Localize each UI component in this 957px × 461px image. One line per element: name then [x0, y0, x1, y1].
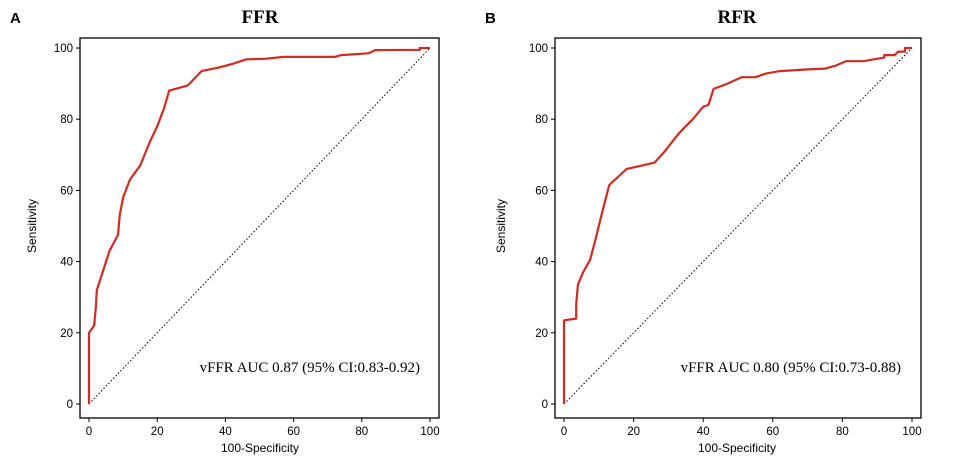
x-tick-label: 60	[287, 426, 300, 438]
x-tick-label: 40	[219, 426, 232, 438]
x-tick-label: 40	[697, 426, 710, 438]
x-tick-label: 20	[627, 426, 640, 438]
x-tick-label: 100	[902, 426, 921, 438]
y-tick-label: 60	[535, 185, 548, 197]
x-tick-label: 0	[86, 426, 92, 438]
y-tick-label: 80	[535, 114, 548, 126]
y-tick-label: 60	[60, 185, 73, 197]
y-axis-title: Sensitivity	[494, 199, 508, 253]
auc-annotation: vFFR AUC 0.87 (95% CI:0.83-0.92)	[200, 360, 420, 376]
x-tick-label: 80	[836, 426, 849, 438]
auc-annotation: vFFR AUC 0.80 (95% CI:0.73-0.88)	[681, 360, 901, 376]
x-axis-title: 100-Specificity	[221, 441, 299, 455]
roc-curve	[562, 46, 912, 404]
panel-label: B	[485, 10, 496, 27]
plot-frame	[79, 37, 440, 419]
x-tick-label: 20	[151, 426, 164, 438]
roc-curve	[87, 46, 430, 404]
y-axis-title: Sensitivity	[25, 199, 39, 253]
reference-diagonal-line	[563, 47, 913, 405]
x-axis-title: 100-Specificity	[698, 441, 776, 455]
y-tick-label: 100	[529, 43, 548, 55]
x-tick-label: 100	[420, 426, 439, 438]
panel-a-ffr: A FFR 100-Specificity Sensitivity 0 20 40 6…	[10, 7, 440, 455]
panel-b-rfr: B RFR 100-Specificity Sensitivity 0 20 40 6…	[485, 7, 922, 455]
chart-title: FFR	[242, 7, 279, 28]
y-tick-label: 0	[542, 399, 548, 411]
y-tick-label: 40	[535, 257, 548, 269]
plot-frame	[554, 37, 922, 419]
x-tick-label: 0	[561, 426, 567, 438]
panel-label: A	[10, 10, 21, 27]
y-tick-label: 80	[60, 114, 73, 126]
x-tick-label: 80	[355, 426, 368, 438]
y-tick-label: 20	[535, 328, 548, 340]
y-tick-label: 20	[60, 328, 73, 340]
y-tick-label: 40	[60, 257, 73, 269]
chart-title: RFR	[717, 7, 756, 28]
reference-diagonal-line	[88, 47, 431, 405]
y-tick-label: 100	[54, 43, 73, 55]
x-tick-label: 60	[766, 426, 779, 438]
y-tick-label: 0	[67, 399, 73, 411]
